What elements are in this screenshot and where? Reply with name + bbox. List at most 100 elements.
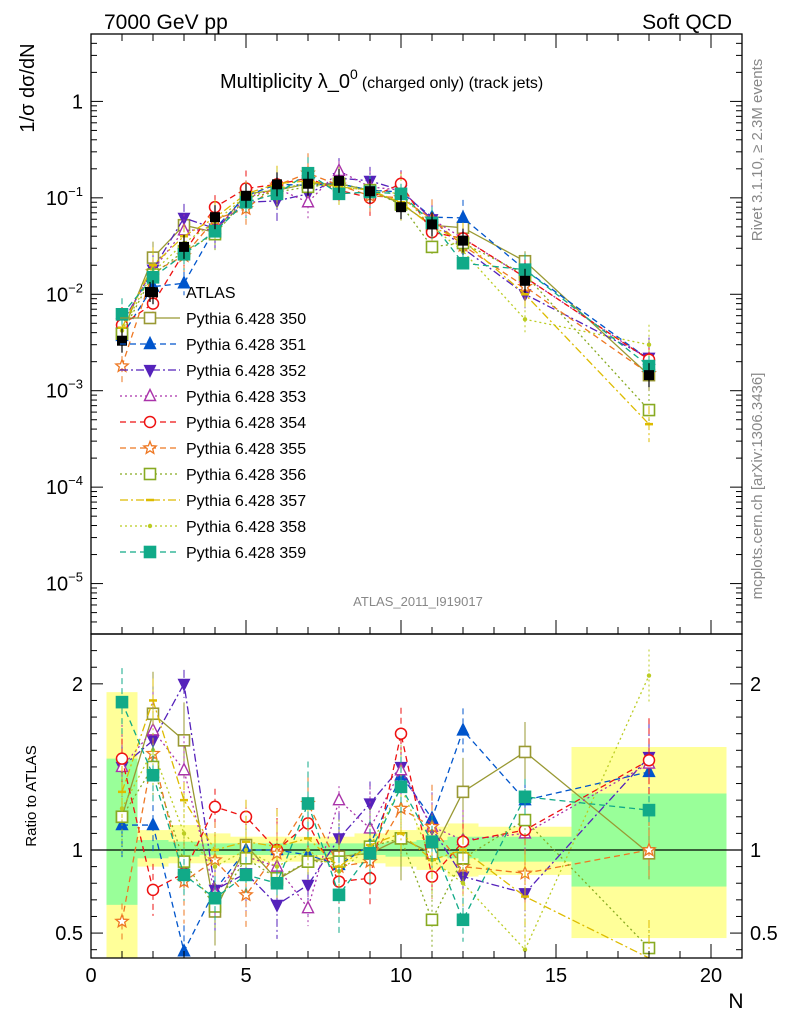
ratio-point <box>115 695 129 709</box>
data-point <box>210 212 220 223</box>
legend-label: Pythia 6.428 352 <box>186 363 306 380</box>
ratio-y-tick-label: 0.5 <box>55 923 83 945</box>
ratio-point <box>305 847 311 853</box>
ratio-point <box>212 864 218 869</box>
analysis-id: ATLAS_2011_I919017 <box>353 594 483 609</box>
data-point <box>114 357 130 373</box>
series-line <box>121 170 650 361</box>
ratio-point <box>522 947 528 952</box>
data-point <box>520 275 530 286</box>
legend-label: Pythia 6.428 351 <box>186 337 306 354</box>
x-tick-label: 10 <box>390 965 412 987</box>
ratio-frame <box>90 633 743 959</box>
series-line <box>121 183 650 361</box>
title-subtitle: (charged only) (track jets) <box>362 75 543 92</box>
main-ylabel: 1/σ dσ/dN <box>17 43 39 132</box>
legend-label: Pythia 6.428 357 <box>186 493 306 510</box>
ratio-line <box>121 729 650 910</box>
data-point <box>458 235 468 246</box>
ratio-point <box>115 752 129 765</box>
y-tick-base: 10 <box>46 188 68 210</box>
data-point <box>456 256 470 270</box>
legend-marker <box>147 523 153 529</box>
series-line <box>121 177 650 359</box>
ratio-point <box>146 768 160 782</box>
legend-label: Pythia 6.428 355 <box>186 441 306 458</box>
legend-label: Pythia 6.428 354 <box>186 415 306 432</box>
x-tick-label: 5 <box>240 965 251 987</box>
x-tick-label: 15 <box>545 965 567 987</box>
ratio-point <box>301 797 315 810</box>
energy-label: 7000 GeV pp <box>104 11 228 34</box>
ratio-point <box>301 900 315 914</box>
ratio-line <box>121 675 650 951</box>
axis-ticks: 10−510−410−310−210−110 5 10 15 200.5 0.51 12 2 <box>46 33 778 987</box>
legend-label: Pythia 6.428 356 <box>186 467 306 484</box>
data-point <box>272 179 282 190</box>
ratio-line <box>121 701 650 922</box>
y-tick-exponent: −2 <box>68 280 83 295</box>
ratio-y-tick-label: 1 <box>72 840 83 862</box>
title-main: Multiplicity λ_0 <box>220 71 350 93</box>
ratio-point <box>177 734 191 747</box>
data-point <box>365 186 375 197</box>
series-line <box>121 180 650 425</box>
ratio-point <box>332 792 346 806</box>
legend-marker <box>143 311 157 325</box>
ratio-point <box>177 868 191 882</box>
data-point <box>177 275 191 289</box>
ratio-point <box>642 803 656 817</box>
y-tick-exponent: −5 <box>68 570 83 585</box>
ratio-y-tick-label: 2 <box>72 674 83 696</box>
legend-marker <box>143 415 157 429</box>
ratio-point <box>181 831 187 836</box>
ratio-line <box>121 698 650 959</box>
legend-label: ATLAS <box>186 285 236 302</box>
ratio-line <box>121 681 650 906</box>
ratio-point <box>363 847 377 860</box>
ratio-point <box>332 888 346 902</box>
rivet-version-label: Rivet 3.1.10, ≥ 2.3M events <box>749 59 766 242</box>
ratio-point <box>456 913 470 927</box>
data-point <box>179 241 189 252</box>
ratio-point <box>425 913 439 927</box>
ratio-y-tick-label-right: 1 <box>750 840 761 862</box>
ratio-point <box>274 864 280 869</box>
ratio-point <box>646 673 652 678</box>
ratio-point <box>177 678 191 692</box>
series-line <box>121 183 650 346</box>
y-tick-label: 10−5 <box>46 570 83 596</box>
legend-label: Pythia 6.428 353 <box>186 389 306 406</box>
y-tick-base: 10 <box>46 381 68 403</box>
legend-label: Pythia 6.428 359 <box>186 545 306 562</box>
series-atlas-data <box>117 168 654 388</box>
y-tick-base: 10 <box>46 574 68 596</box>
ratio-point <box>208 891 222 905</box>
legend-marker <box>143 387 157 402</box>
data-point <box>241 190 251 201</box>
ratio-point <box>518 745 532 759</box>
ratio-point <box>238 886 254 902</box>
ratio-y-tick-label-right: 0.5 <box>750 923 778 945</box>
ratio-ylabel: Ratio to ATLAS <box>23 745 40 846</box>
ratio-point <box>270 899 284 913</box>
legend-marker <box>143 335 157 350</box>
ratio-point <box>394 727 408 740</box>
ratio-xlabel: N <box>728 990 743 1013</box>
source-label: mcplots.cern.ch [arXiv:1306.3436] <box>749 373 766 600</box>
process-label: Soft QCD <box>642 11 732 34</box>
ratio-point <box>177 762 191 776</box>
data-point <box>427 219 437 230</box>
main-frame <box>90 33 743 635</box>
ratio-point <box>239 868 253 882</box>
series-layer <box>114 153 657 959</box>
title-superscript: 0 <box>350 66 358 82</box>
y-tick-exponent: −4 <box>68 473 83 488</box>
main-title: Multiplicity λ_00(charged only) (track j… <box>220 66 543 93</box>
data-point <box>425 240 439 254</box>
ratio-line <box>122 729 650 954</box>
ratio-point <box>119 806 125 811</box>
ratio-point <box>456 785 470 799</box>
data-point <box>334 175 344 186</box>
legend-marker <box>143 364 157 378</box>
